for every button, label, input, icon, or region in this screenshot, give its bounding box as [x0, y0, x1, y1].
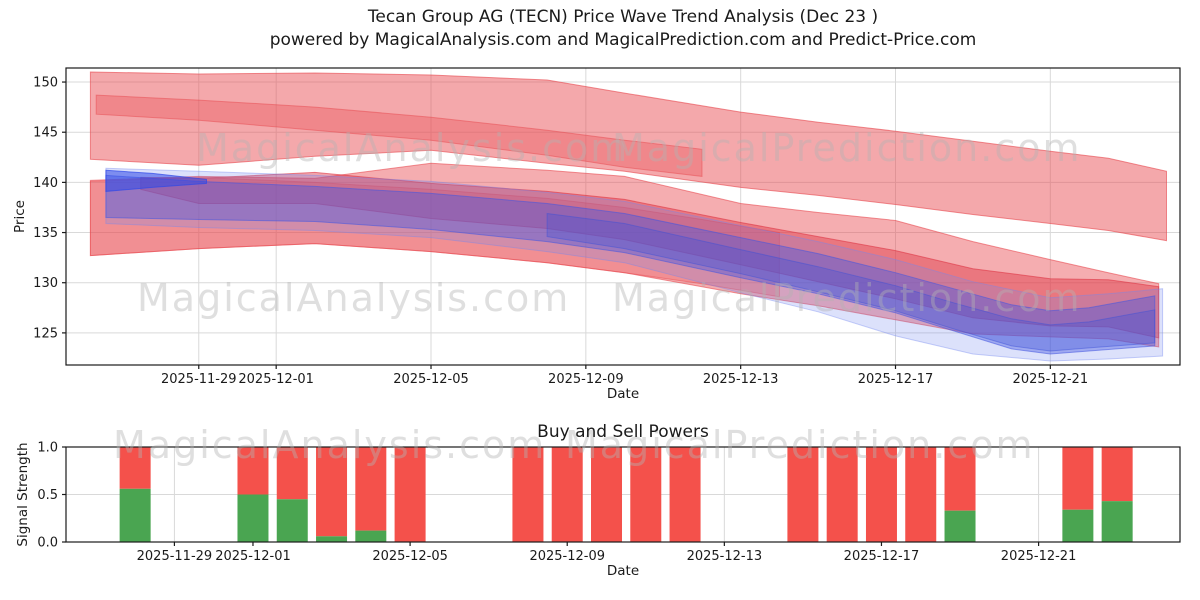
buy-bar-2025-12-04 — [355, 530, 387, 542]
signal-gridlines — [66, 446, 1180, 543]
sell-bar-2025-12-15 — [787, 447, 819, 542]
y-tick-label: 140 — [33, 176, 58, 191]
y-tick-label: 125 — [33, 326, 58, 341]
signal-ylabel: Signal Strength — [15, 442, 31, 546]
x-tick-label: 2025-12-05 — [372, 549, 448, 564]
price-gridlines — [66, 68, 1180, 365]
buy-bar-2025-11-28 — [119, 488, 151, 542]
sell-bar-2025-12-23 — [1101, 447, 1133, 502]
x-tick-label: 2025-12-21 — [1013, 372, 1089, 387]
x-tick-label: 2025-12-01 — [238, 372, 314, 387]
sell-bar-2025-12-03 — [316, 447, 348, 537]
sell-bar-2025-12-10 — [591, 447, 623, 542]
figure-title: Tecan Group AG (TECN) Price Wave Trend A… — [367, 7, 879, 27]
sell-bar-2025-12-11 — [630, 447, 662, 542]
price-band-blue-fan — [105, 167, 1164, 362]
price-xlabel: Date — [607, 386, 639, 402]
sell-bar-2025-12-04 — [355, 447, 387, 531]
signal-ticks: 2025-11-29 2025-12-01 2025-12-05 2025-12-09… — [37, 441, 1076, 565]
price-bands — [89, 71, 1167, 362]
signal-chart: 2025-11-29 2025-12-01 2025-12-05 2025-12-09… — [15, 441, 1181, 579]
price-ylabel: Price — [12, 200, 28, 233]
sell-bar-2025-12-09 — [551, 447, 583, 542]
y-tick-label: 135 — [33, 226, 58, 241]
buy-bar-2025-12-01 — [237, 494, 269, 542]
x-tick-label: 2025-12-13 — [687, 549, 763, 564]
x-tick-label: 2025-12-13 — [703, 372, 779, 387]
sell-bar-2025-12-17 — [865, 447, 897, 542]
price-chart: 2025-11-29 2025-12-01 2025-12-05 2025-12-09… — [12, 67, 1181, 402]
sell-bar-2025-12-16 — [826, 447, 858, 542]
price-band-blue-deep — [546, 212, 1156, 352]
x-tick-label: 2025-11-29 — [161, 372, 237, 387]
price-plot-border — [65, 67, 1181, 366]
y-tick-label: 130 — [33, 276, 58, 291]
sell-bar-2025-12-08 — [512, 447, 544, 542]
x-tick-label: 2025-12-17 — [844, 549, 920, 564]
buy-bar-2025-12-19 — [944, 510, 976, 542]
sell-bar-2025-12-19 — [944, 447, 976, 511]
figure-subtitle: powered by MagicalAnalysis.com and Magic… — [269, 30, 977, 50]
price-band-mass-dark — [140, 171, 1160, 339]
x-tick-label: 2025-12-01 — [215, 549, 291, 564]
x-tick-label: 2025-12-09 — [548, 372, 624, 387]
sell-bar-2025-12-01 — [237, 447, 269, 495]
buy-bar-2025-12-03 — [316, 536, 348, 542]
x-tick-label: 2025-11-29 — [137, 549, 213, 564]
signal-xlabel: Date — [607, 563, 639, 579]
price-band-upper-cone — [89, 71, 1167, 242]
x-tick-label: 2025-12-17 — [858, 372, 934, 387]
buy-bar-2025-12-02 — [276, 499, 308, 542]
price-band-blue-wedge — [105, 169, 207, 192]
sell-bar-2025-12-02 — [276, 447, 308, 500]
price-band-upper-inner — [95, 94, 703, 177]
price-band-blue-core — [105, 174, 1156, 355]
y-tick-label: 150 — [33, 76, 58, 91]
y-tick-label: 0.0 — [37, 536, 58, 551]
sell-bar-2025-12-22 — [1062, 447, 1094, 510]
x-tick-label: 2025-12-09 — [529, 549, 605, 564]
y-tick-label: 0.5 — [37, 488, 58, 503]
buy-bar-2025-12-22 — [1062, 509, 1094, 542]
y-tick-label: 145 — [33, 126, 58, 141]
price-ticks: 2025-11-29 2025-12-01 2025-12-05 2025-12-09… — [33, 76, 1088, 387]
signal-bars — [119, 447, 1133, 542]
x-tick-label: 2025-12-05 — [393, 372, 469, 387]
signal-chart-title: Buy and Sell Powers — [537, 422, 709, 442]
sell-bar-2025-12-18 — [905, 447, 937, 542]
y-tick-label: 1.0 — [37, 441, 58, 456]
buy-bar-2025-12-23 — [1101, 501, 1133, 542]
x-tick-label: 2025-12-21 — [1001, 549, 1077, 564]
sell-bar-2025-12-05 — [394, 447, 426, 542]
sell-bar-2025-12-12 — [669, 447, 701, 542]
sell-bar-2025-11-28 — [119, 447, 151, 489]
